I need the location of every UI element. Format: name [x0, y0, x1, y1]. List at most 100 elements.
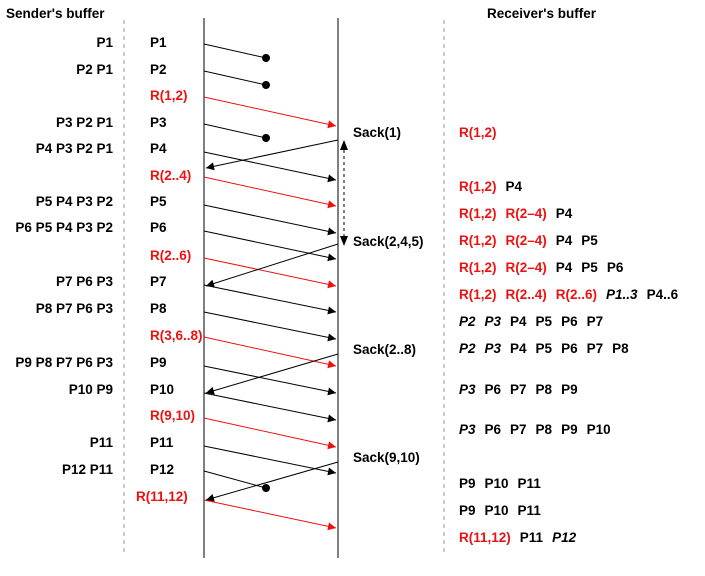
packet-label: P10: [150, 382, 174, 397]
packet-arrow: [203, 311, 337, 342]
receiver-packet-entry: P2: [459, 341, 476, 356]
packet-label: P12: [150, 462, 174, 477]
redundant-packet-arrow: [203, 336, 337, 369]
data-packets: [203, 151, 337, 476]
receiver-packet-entry: P6: [561, 314, 578, 329]
receiver-packet-entry: P6: [485, 382, 502, 397]
sack-arrow: [205, 139, 339, 171]
redundant-packet-arrow: [203, 499, 337, 531]
redundant-packet-label: R(2..6): [150, 248, 191, 263]
loss-dot: [262, 81, 270, 89]
receiver-buffer-header: Receiver's buffer: [487, 6, 597, 21]
loss-dot: [262, 134, 270, 142]
receiver-packet-entry: P5: [581, 233, 598, 248]
receiver-packet-entry: P3: [485, 314, 502, 329]
receiver-redundant-entry: R(1,2): [459, 179, 497, 194]
lost-packet-line: [203, 70, 267, 86]
receiver-redundant-entry: R(1,2): [459, 206, 497, 221]
redundant-packet-arrow: [203, 417, 337, 450]
receiver-redundant-entry: R(2..4): [506, 287, 547, 302]
sender-buffer-row: P2 P1: [76, 62, 113, 77]
receiver-redundant-entry: R(2–4): [506, 260, 547, 275]
packet-arrow: [203, 230, 337, 262]
receiver-packet-entry: P4..6: [647, 287, 679, 302]
lost-packets: [203, 43, 270, 492]
packet-label: P5: [150, 194, 167, 209]
receiver-buffer-column: R(1,2) R(1,2) P4 R(1,2) R(2–4) P4 R(1,2) R(2–4)…: [459, 125, 679, 545]
receiver-redundant-entry: R(1,2): [459, 233, 497, 248]
packet-label: P11: [150, 435, 174, 450]
sack-arrows: [205, 139, 339, 502]
receiver-packet-entry: P4: [510, 314, 527, 329]
sack-label: Sack(9,10): [353, 450, 420, 465]
sender-buffer-row: P11: [90, 435, 114, 450]
down-arrow-icon: [340, 236, 348, 246]
loss-dot: [262, 484, 270, 492]
packet-label-column: P1 P2 R(1,2) P3 P4 R(2..4) P5 P6 R(2..6)…: [136, 35, 203, 504]
packet-label: P2: [150, 62, 167, 77]
packet-arrow: [203, 392, 337, 423]
receiver-redundant-entry: R(2..6): [556, 287, 597, 302]
receiver-packet-entry: P10: [587, 422, 611, 437]
sack-arrow: [205, 243, 339, 288]
receiver-redundant-entry: R(2–4): [506, 206, 547, 221]
sack-label: Sack(2..8): [353, 342, 416, 357]
receiver-packet-entry: P3: [459, 422, 476, 437]
sender-buffer-header: Sender's buffer: [6, 6, 105, 21]
receiver-packet-entry: P11: [518, 503, 542, 518]
packet-label: P1: [150, 35, 167, 50]
redundant-packet-label: R(9,10): [150, 408, 195, 423]
sack-labels: Sack(1) Sack(2,4,5) Sack(2..8) Sack(9,10…: [353, 125, 424, 465]
receiver-packet-entry: P11: [520, 530, 544, 545]
receiver-packet-entry: P9: [561, 382, 578, 397]
redundant-packet-arrow: [203, 96, 337, 129]
receiver-packet-entry: P2: [459, 314, 476, 329]
receiver-packet-entry: P10: [485, 476, 509, 491]
receiver-packet-entry: P4: [556, 260, 573, 275]
receiver-packet-entry: P7: [510, 422, 527, 437]
packet-arrow: [203, 445, 337, 476]
loss-dot: [262, 54, 270, 62]
packet-label: P3: [150, 115, 167, 130]
receiver-packet-entry: P10: [485, 503, 509, 518]
receiver-packet-entry: P4: [510, 341, 527, 356]
sack-label: Sack(1): [353, 125, 401, 140]
packet-arrow: [203, 365, 337, 396]
sender-buffer-row: P12 P11: [62, 462, 114, 477]
receiver-packet-entry: P1..3: [606, 287, 638, 302]
receiver-packet-entry: P4: [556, 206, 573, 221]
packet-arrow: [203, 284, 337, 315]
sender-buffer-row: P4 P3 P2 P1: [36, 141, 114, 156]
sack-arrow: [205, 353, 339, 395]
redundant-packet-arrow: [203, 257, 337, 289]
redundant-packet-arrow: [203, 176, 337, 209]
packet-arrow: [203, 151, 337, 183]
receiver-packet-entry: P11: [518, 476, 542, 491]
lost-packet-line: [203, 43, 267, 59]
receiver-redundant-entry: R(11,12): [459, 530, 511, 545]
up-arrow-icon: [340, 140, 348, 150]
receiver-packet-entry: P5: [536, 314, 553, 329]
receiver-packet-entry: P12: [552, 530, 577, 545]
sender-buffer-row: P7 P6 P3: [56, 274, 114, 289]
sender-buffer-row: P5 P4 P3 P2: [36, 194, 113, 209]
receiver-packet-entry: P4: [506, 179, 523, 194]
receiver-packet-entry: P4: [556, 233, 573, 248]
lost-packet-line: [203, 123, 267, 139]
receiver-packet-entry: P8: [612, 341, 629, 356]
packet-label: P9: [150, 355, 167, 370]
sender-buffer-row: P3 P2 P1: [56, 115, 114, 130]
redundant-packet-label: R(3,6..8): [150, 328, 203, 343]
packet-label: P7: [150, 274, 167, 289]
receiver-packet-entry: P9: [459, 476, 476, 491]
redundant-packet-label: R(11,12): [136, 489, 188, 504]
receiver-packet-entry: P7: [587, 341, 604, 356]
sack-label: Sack(2,4,5): [353, 234, 424, 249]
receiver-redundant-entry: R(1,2): [459, 125, 497, 140]
receiver-packet-entry: P3: [485, 341, 502, 356]
receiver-packet-entry: P3: [459, 382, 476, 397]
sack-delay-indicator: [340, 140, 348, 246]
receiver-packet-entry: P9: [561, 422, 578, 437]
